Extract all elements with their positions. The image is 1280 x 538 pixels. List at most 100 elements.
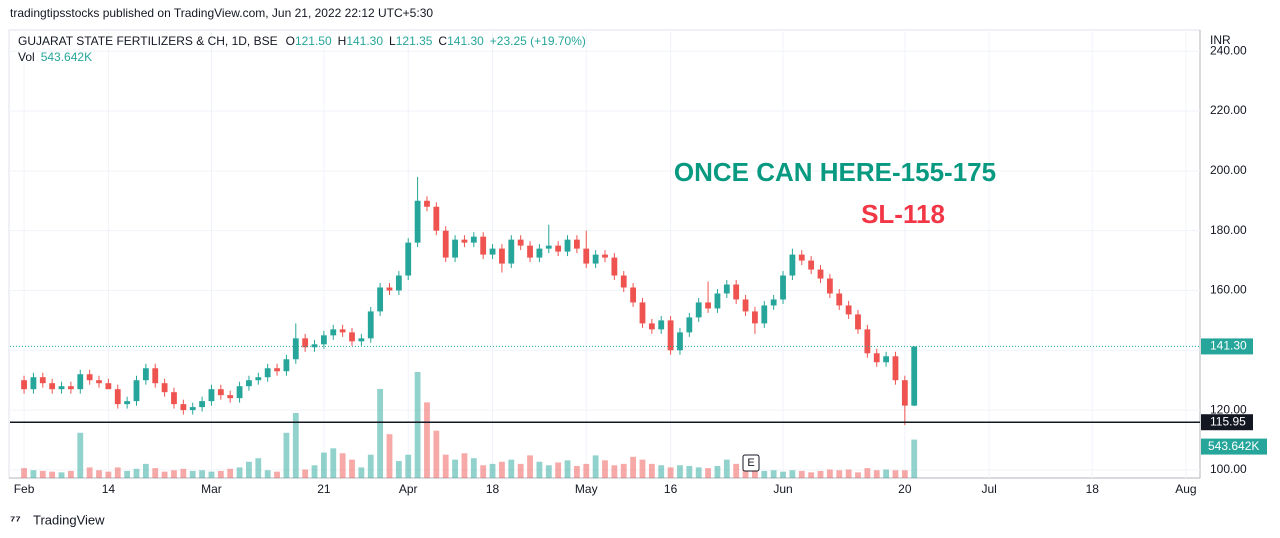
volume-bar (58, 472, 65, 478)
candle-body (171, 392, 177, 405)
volume-bar (105, 471, 112, 478)
y-tick-label: 120.00 (1210, 402, 1247, 416)
volume-bar (555, 462, 562, 478)
candle-body (377, 287, 384, 312)
volume-bar (489, 463, 496, 478)
candle-body (246, 380, 252, 387)
candle-body (255, 377, 262, 381)
candle-body (901, 380, 908, 406)
candle-body (49, 383, 56, 390)
x-tick-label: Jun (773, 482, 792, 496)
candle-body (349, 332, 355, 342)
volume-bar (789, 470, 796, 478)
x-tick-label: Aug (1175, 482, 1196, 496)
candle-body (573, 239, 580, 249)
candle-body (564, 239, 571, 252)
candle-body (358, 338, 365, 342)
candle-body (274, 368, 280, 372)
candle-body (199, 401, 205, 408)
candle-body (152, 368, 159, 384)
y-tick-label: 160.00 (1210, 283, 1247, 297)
volume-bar (414, 372, 421, 478)
volume-bar (386, 434, 393, 478)
candle-body (808, 260, 815, 270)
annotation: ONCE CAN HERE-155-175 (674, 157, 996, 187)
volume-bar (367, 454, 374, 478)
volume-bar (592, 455, 599, 478)
volume-bar (189, 470, 196, 478)
candle-body (855, 314, 861, 330)
volume-bar (133, 468, 140, 478)
x-tick-label: 18 (486, 482, 500, 496)
volume-bar (808, 472, 815, 478)
candle-body (30, 377, 37, 390)
candle-body (555, 245, 562, 252)
candle-body (320, 335, 327, 345)
x-tick-label: 20 (898, 482, 912, 496)
volume-bar (648, 463, 655, 478)
y-tick-label: 200.00 (1210, 163, 1247, 177)
candle-body (508, 239, 515, 264)
candle-body (545, 245, 552, 249)
candle-body (536, 248, 543, 258)
candle-body (442, 230, 449, 258)
candle-body (489, 248, 496, 255)
volume-bar (536, 461, 543, 478)
candle-body (367, 311, 374, 339)
candle-body (124, 401, 131, 405)
candle-body (339, 329, 346, 333)
candle-body (264, 368, 271, 378)
volume-bar (377, 388, 384, 478)
footer: ⁷⁷ TradingView (10, 512, 105, 527)
volume-bar (883, 469, 890, 478)
candle-body (686, 317, 693, 333)
volume-bar (723, 459, 730, 478)
volume-bar (639, 459, 646, 478)
earnings-box (742, 454, 760, 472)
volume-bar (630, 456, 637, 478)
volume-legend: Vol 543.642K (18, 50, 92, 64)
volume-bar (208, 471, 215, 478)
candle-body (742, 299, 749, 312)
candle-body (433, 206, 440, 231)
currency: INR (1210, 33, 1231, 47)
candle-body (227, 395, 234, 399)
volume-bar (742, 465, 749, 478)
ohlc-value: 121.35 (396, 34, 433, 48)
volume-bar (246, 461, 252, 478)
candle-body (452, 239, 458, 258)
volume-bar (292, 412, 299, 478)
candle-body (217, 389, 224, 396)
volume-bar (517, 463, 524, 478)
volume-bar (677, 465, 683, 478)
candle-body (461, 239, 468, 243)
volume-bar (358, 467, 365, 478)
candle-body (658, 320, 665, 330)
volume-bar (705, 468, 711, 478)
y-tick-label: 180.00 (1210, 223, 1247, 237)
x-tick-label: May (575, 482, 598, 496)
volume-label-bg (1201, 438, 1267, 455)
candle-body (480, 236, 487, 255)
volume-bar (770, 470, 777, 478)
candle-body (911, 346, 918, 406)
ohlc-value: 141.30 (447, 34, 484, 48)
candle-body (470, 236, 477, 243)
volume-bar (714, 465, 721, 478)
candle-body (189, 407, 196, 411)
candle-body (714, 293, 721, 309)
candle-body (302, 338, 309, 348)
volume-bar (527, 455, 533, 478)
volume-bar (855, 472, 861, 478)
volume-bar (30, 470, 37, 478)
candle-body (105, 383, 112, 390)
volume-bar (227, 468, 234, 478)
volume-bar (667, 467, 674, 478)
volume-bar (68, 470, 74, 478)
volume-bar (892, 470, 899, 478)
candle-body (826, 278, 833, 294)
candle-body (723, 284, 730, 294)
candle-body (883, 356, 890, 363)
candle-body (424, 200, 430, 207)
